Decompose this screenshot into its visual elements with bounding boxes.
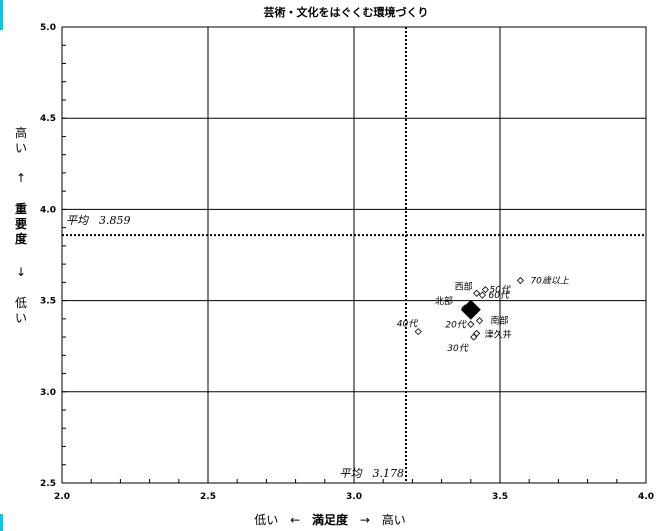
y-tick-label: 3.0 xyxy=(40,388,56,398)
x-axis-label: 低い ← 満足度 → 高い xyxy=(254,512,405,527)
data-point-label: 南部 xyxy=(491,315,509,327)
grid-layer xyxy=(61,26,647,484)
y-axis-arrow-up: ↑ xyxy=(15,171,27,185)
x-tick-label: 2.5 xyxy=(200,492,216,502)
y-tick-label: 4.5 xyxy=(40,114,56,124)
data-point-marker xyxy=(475,317,484,325)
data-point-marker xyxy=(414,328,422,336)
data-point-marker xyxy=(467,320,475,328)
y-axis-low: 低い xyxy=(14,296,27,325)
data-point-marker xyxy=(473,289,481,297)
accent-bar-bottom xyxy=(0,514,3,531)
data-point-marker xyxy=(516,276,525,285)
data-point-marker xyxy=(470,333,478,341)
y-axis-name: 重要度 xyxy=(14,202,27,246)
x-tick-label: 3.5 xyxy=(492,492,508,502)
data-point-marker xyxy=(478,291,487,299)
chart-title: 芸術・文化をはぐくむ環境づくり xyxy=(264,5,429,19)
mean-label-y: 平均 3.859 xyxy=(66,214,131,227)
y-tick-label: 5.0 xyxy=(40,23,56,33)
x-tick-label: 4.0 xyxy=(638,492,654,502)
data-point-label: 30代 xyxy=(447,343,468,354)
data-point-label: 北部 xyxy=(435,295,453,307)
data-point-marker xyxy=(481,286,489,294)
mean-label-x: 平均 3.178 xyxy=(339,467,404,480)
x-tick-label: 3.0 xyxy=(346,492,362,502)
tick-labels: 2.0 2.5 3.0 3.5 4.0 2.5 3.0 3.5 4.0 4.5 5.0 xyxy=(40,23,654,502)
y-tick-label: 2.5 xyxy=(40,479,56,489)
data-point-label: 70歳以上 xyxy=(530,276,569,287)
y-tick-label: 4.0 xyxy=(40,205,56,215)
data-point-label: 津久井 xyxy=(485,328,512,340)
data-point-label: 20代 xyxy=(445,319,466,330)
y-axis-arrow-down: ↓ xyxy=(15,265,27,279)
y-tick-label: 3.5 xyxy=(40,297,56,307)
x-tick-label: 2.0 xyxy=(54,492,70,502)
x-axis-low: 低い xyxy=(254,513,278,527)
x-axis-high: 高い xyxy=(382,512,406,527)
data-point-marker xyxy=(473,329,481,337)
data-point-label: 60代 xyxy=(488,290,509,301)
y-axis-high: 高い xyxy=(14,126,27,155)
x-axis-name: 満足度 xyxy=(312,512,349,527)
data-point-label: 50代 xyxy=(489,285,510,296)
mean-lines: 平均 3.178 平均 3.859 xyxy=(62,27,646,483)
x-axis-arrow-left: ← xyxy=(290,513,300,527)
overall-point-marker xyxy=(460,299,481,320)
data-point-label: 40代 xyxy=(397,319,418,330)
data-point-label: 西部 xyxy=(455,280,473,292)
accent-bar-top xyxy=(0,0,3,30)
x-axis-arrow-right: → xyxy=(360,513,370,527)
